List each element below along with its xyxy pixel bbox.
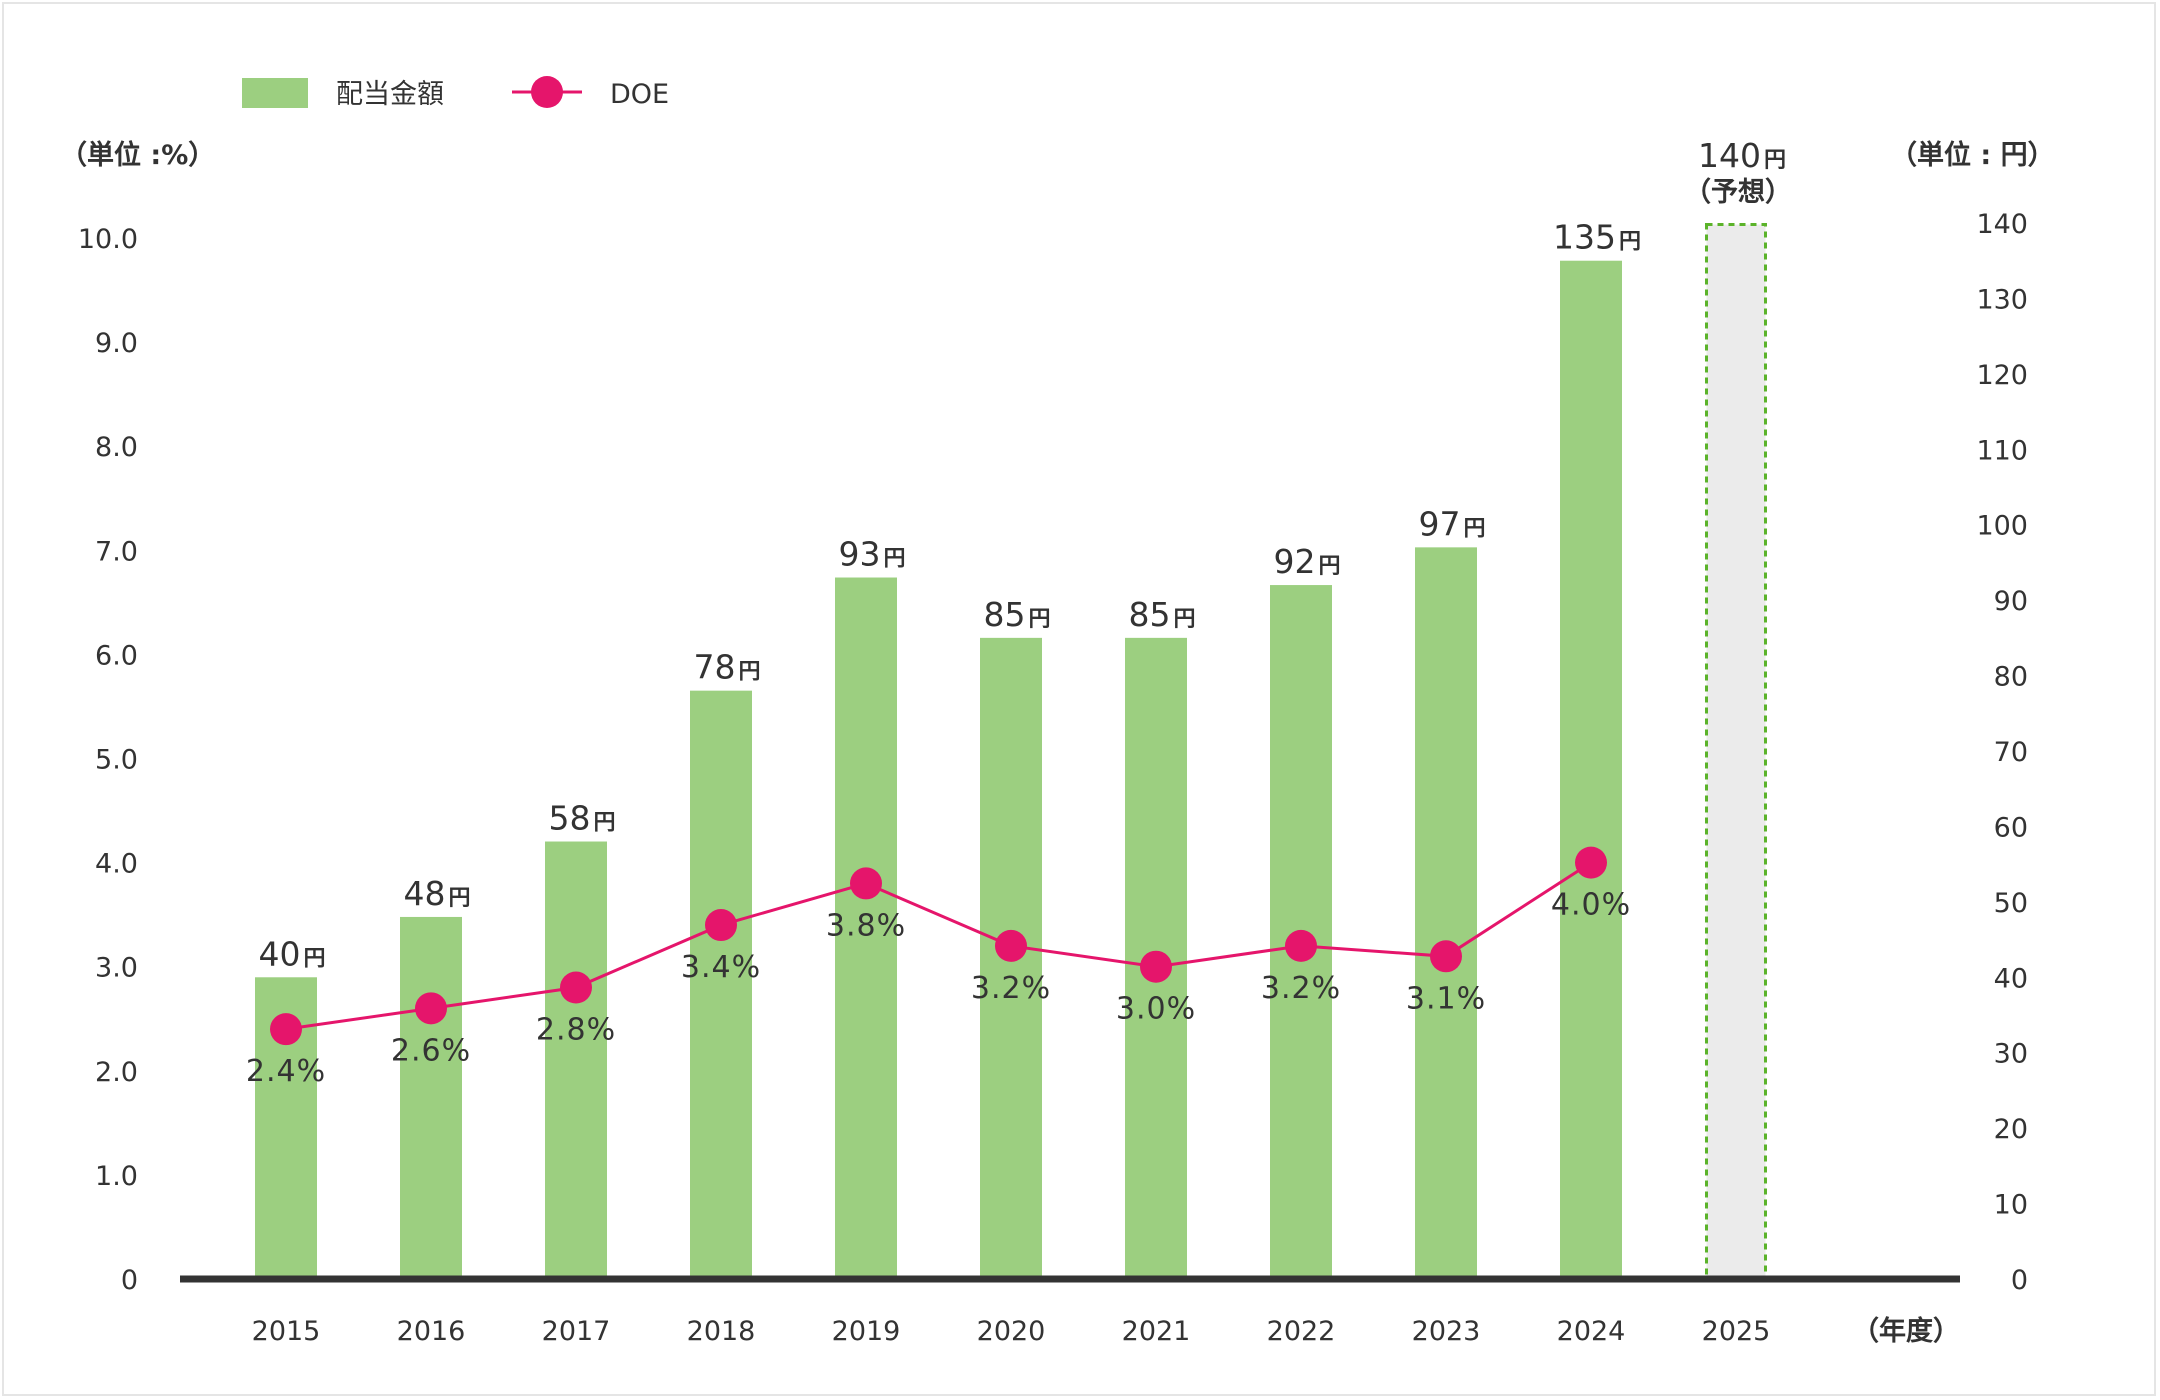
- x-axis-tick: 2019: [832, 1316, 901, 1347]
- doe-point: [1140, 950, 1172, 983]
- bar-series: [255, 223, 1767, 1281]
- legend-line-marker: [531, 76, 563, 108]
- right-axis-tick: 120: [1976, 360, 2028, 391]
- left-axis-tick: 2.0: [95, 1057, 138, 1088]
- dividend-bar: [1560, 260, 1622, 1279]
- right-axis-tick: 110: [1976, 435, 2028, 466]
- left-axis-tick: 3.0: [95, 953, 138, 984]
- legend-bar-swatch: [242, 78, 308, 108]
- dividend-value-label: 92 円: [1273, 542, 1340, 581]
- dividend-bar: [690, 690, 752, 1279]
- bar-value-labels: 40 円 48 円 58 円 78 円 93 円 85 円 85 円 92 円 97 円 135 円 140 円（予想）: [258, 136, 1792, 973]
- doe-value-label: 3.2%: [971, 971, 1051, 1006]
- doe-value-label: 3.8%: [826, 908, 906, 943]
- left-axis-tick: 4.0: [95, 849, 138, 880]
- right-axis-tick: 30: [1994, 1039, 2028, 1070]
- legend-bar-label: 配当金額: [336, 79, 444, 110]
- x-axis-tick: 2021: [1122, 1316, 1191, 1347]
- doe-point: [270, 1013, 302, 1046]
- right-axis-tick: 20: [1994, 1114, 2028, 1145]
- dividend-bar: [400, 916, 462, 1279]
- right-axis-tick: 70: [1994, 737, 2028, 768]
- dividend-value-label: 93 円: [838, 535, 905, 574]
- x-axis-tick-labels: 2015 2016 2017 2018 2019 2020 2021 2022 2023 2024…: [252, 1316, 1771, 1347]
- forecast-bar: [1705, 223, 1767, 1281]
- left-axis-tick: 1.0: [95, 1161, 138, 1192]
- doe-point: [1430, 940, 1462, 973]
- right-axis-tick: 130: [1976, 284, 2028, 315]
- right-axis-tick: 50: [1994, 888, 2028, 919]
- doe-point: [1575, 846, 1607, 879]
- x-axis-tick: 2022: [1267, 1316, 1336, 1347]
- right-axis-tick: 40: [1994, 963, 2028, 994]
- right-axis-tick: 60: [1994, 812, 2028, 843]
- left-axis-tick: 10.0: [78, 224, 138, 255]
- doe-line-series: [270, 846, 1607, 1046]
- x-axis-tick: 2015: [252, 1316, 321, 1347]
- dividend-value-label: 135 円: [1553, 218, 1641, 257]
- x-axis-tick: 2023: [1412, 1316, 1481, 1347]
- x-axis-tick: 2025: [1702, 1316, 1771, 1347]
- x-axis-tick: 2016: [397, 1316, 466, 1347]
- left-axis-tick: 7.0: [95, 536, 138, 567]
- legend: 配当金額 DOE: [242, 76, 669, 110]
- dividend-value-label: 40 円: [258, 934, 325, 973]
- doe-value-label: 3.4%: [681, 950, 761, 985]
- right-axis-ticks: 0 10 20 30 40 50 60 70 80 90 100 110 120 130 140: [1976, 209, 2028, 1296]
- left-axis-unit: （単位 :%）: [60, 139, 215, 171]
- left-axis-tick: 8.0: [95, 432, 138, 463]
- dividend-doe-chart: 配当金額 DOE （単位 :%） （単位 : 円） （年度） 0 1.0 2.0 3.…: [60, 76, 2055, 1347]
- right-axis-tick: 90: [1994, 586, 2028, 617]
- right-axis-unit: （単位 : 円）: [1890, 139, 2055, 171]
- right-axis-tick: 100: [1976, 511, 2028, 542]
- doe-value-label: 2.4%: [246, 1054, 326, 1089]
- x-axis-tick: 2017: [542, 1316, 611, 1347]
- right-axis-tick: 80: [1994, 662, 2028, 693]
- doe-line: [285, 861, 1592, 1031]
- right-axis-tick: 140: [1976, 209, 2028, 240]
- x-axis-tick: 2024: [1557, 1316, 1626, 1347]
- dividend-value-label: 48 円: [403, 874, 470, 913]
- left-axis-tick: 5.0: [95, 745, 138, 776]
- legend-line-label: DOE: [610, 79, 669, 110]
- left-axis-ticks: 0 1.0 2.0 3.0 4.0 5.0 6.0 7.0 8.0 9.0 10.0: [78, 224, 138, 1296]
- doe-point: [705, 909, 737, 942]
- doe-value-label: 3.0%: [1116, 992, 1196, 1027]
- dividend-bar: [835, 577, 897, 1279]
- doe-point: [850, 867, 882, 900]
- dividend-bar: [1415, 547, 1477, 1279]
- dividend-value-label: 85 円: [983, 595, 1050, 634]
- x-axis-tick: 2020: [977, 1316, 1046, 1347]
- dividend-value-label: 78 円: [693, 648, 760, 687]
- right-axis-tick: 0: [2011, 1265, 2028, 1296]
- doe-value-label: 3.1%: [1406, 981, 1486, 1016]
- right-axis-tick: 10: [1994, 1190, 2028, 1221]
- dividend-value-label: 97 円: [1418, 504, 1485, 543]
- dividend-value-label: 58 円: [548, 799, 615, 838]
- left-axis-tick: 0: [121, 1265, 138, 1296]
- doe-value-label: 2.6%: [391, 1033, 471, 1068]
- doe-value-labels: 2.4% 2.6% 2.8% 3.4% 3.8% 3.2% 3.0% 3.2% 3.1% 4.0%: [246, 888, 1631, 1090]
- x-axis-unit: （年度）: [1852, 1315, 1960, 1347]
- dividend-bar: [545, 841, 607, 1279]
- left-axis-tick: 6.0: [95, 640, 138, 671]
- doe-point: [1285, 929, 1317, 962]
- doe-point: [415, 992, 447, 1025]
- dividend-value-label: 140 円: [1698, 136, 1786, 175]
- dividend-value-label: 85 円: [1128, 595, 1195, 634]
- doe-point: [995, 929, 1027, 962]
- forecast-note: （予想）: [1684, 177, 1792, 208]
- doe-value-label: 3.2%: [1261, 971, 1341, 1006]
- doe-point: [560, 971, 592, 1004]
- doe-value-label: 2.8%: [536, 1013, 616, 1048]
- doe-value-label: 4.0%: [1551, 888, 1631, 923]
- left-axis-tick: 9.0: [95, 328, 138, 359]
- x-axis-tick: 2018: [687, 1316, 756, 1347]
